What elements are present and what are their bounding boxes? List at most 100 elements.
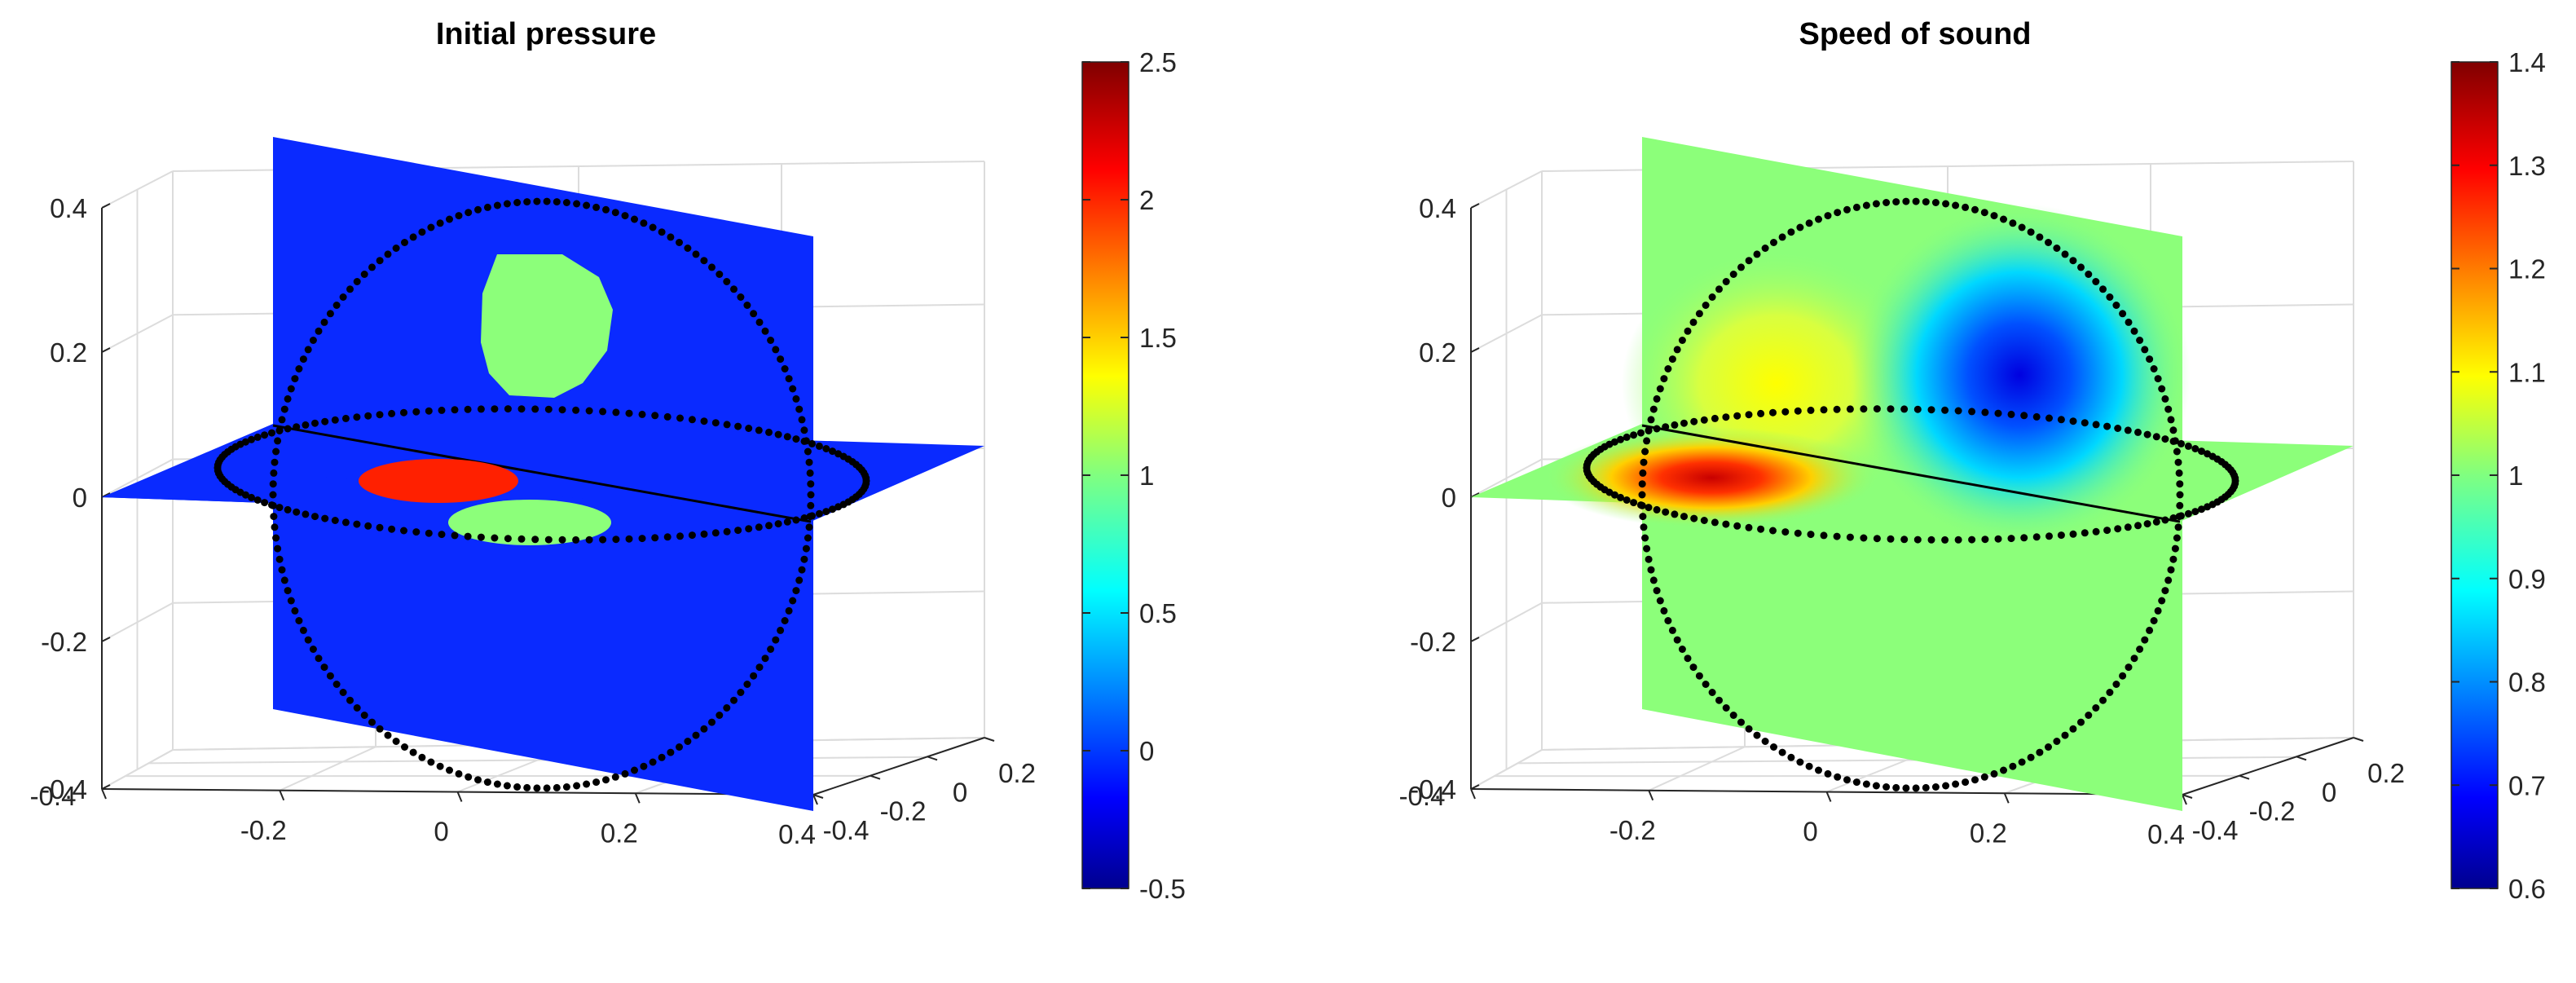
sensor-point xyxy=(745,525,753,533)
z-tick-mark xyxy=(101,492,111,498)
sensor-point xyxy=(1781,408,1790,416)
horizontal-hot-disk xyxy=(359,459,518,503)
sensor-point xyxy=(1737,718,1745,726)
sensor-point xyxy=(1843,776,1851,784)
sensor-point xyxy=(1623,496,1631,504)
sensor-point xyxy=(1931,199,1940,206)
sensor-point xyxy=(798,416,806,424)
sensor-point xyxy=(802,544,810,553)
sensor-point xyxy=(638,410,646,418)
sensor-point xyxy=(2053,245,2061,252)
sensor-point xyxy=(807,501,815,509)
z-tick-mark xyxy=(101,347,111,353)
sensor-point xyxy=(2007,535,2015,543)
sensor-point xyxy=(436,219,444,227)
sensor-point xyxy=(2092,704,2100,712)
sensor-point xyxy=(274,544,282,553)
sensor-point xyxy=(384,250,392,258)
sensor-point xyxy=(2036,748,2044,756)
sensor-point xyxy=(1623,433,1631,441)
sensor-point xyxy=(700,257,708,265)
sensor-point xyxy=(384,731,392,739)
sensor-point xyxy=(1815,215,1822,223)
z-tick-label: 0 xyxy=(1442,483,1456,513)
chart-speed-of-sound: Speed of sound -0.4-0.200.20.4-0.4-0.2 0 0… xyxy=(1399,17,2546,904)
sensor-point xyxy=(1641,534,1649,542)
sensor-point xyxy=(1834,209,1842,217)
sensor-point xyxy=(326,672,334,680)
sensor-point xyxy=(723,421,731,429)
x-tick-label: 0.4 xyxy=(778,819,816,849)
sensor-point xyxy=(2161,587,2169,595)
sensor-point xyxy=(2114,425,2122,432)
sensor-point xyxy=(2092,527,2100,536)
sensor-point xyxy=(517,535,526,543)
sensor-point xyxy=(451,406,459,414)
sensor-point xyxy=(2175,513,2183,521)
colorbar-tick-label: -0.5 xyxy=(1139,874,1186,904)
z-tick-mark xyxy=(1470,347,1480,353)
sensor-point xyxy=(2152,433,2160,441)
sensor-point xyxy=(815,442,823,450)
sensor-point xyxy=(268,429,275,437)
sensor-point xyxy=(321,417,329,425)
colorbar-tick-label: 1 xyxy=(2508,461,2523,491)
sensor-point xyxy=(311,419,319,427)
sensor-point xyxy=(1952,201,1960,209)
sensor-point xyxy=(412,408,421,416)
sensor-point xyxy=(278,416,286,424)
y-tick-label: 0.2 xyxy=(998,758,1036,788)
sensor-point xyxy=(767,337,775,344)
sensor-point xyxy=(1778,748,1786,756)
sensor-point xyxy=(2184,442,2192,450)
x-tick-label: 0.2 xyxy=(601,818,638,848)
sensor-point xyxy=(1862,780,1870,788)
colorbar-tick-label: 2 xyxy=(1139,185,1154,215)
x-tick-mark xyxy=(1648,790,1654,801)
sensor-point xyxy=(1781,528,1790,536)
sensor-point xyxy=(295,617,303,624)
sensor-point xyxy=(1846,533,1854,541)
sensor-point xyxy=(1922,198,1930,206)
sensor-point xyxy=(2169,514,2177,522)
sensor-point xyxy=(789,597,797,605)
sensor-point xyxy=(772,636,780,644)
sensor-point xyxy=(287,385,295,393)
sensor-point xyxy=(1660,606,1668,615)
sensor-point xyxy=(517,405,526,413)
sensor-point xyxy=(284,587,292,595)
chart-title: Speed of sound xyxy=(1799,17,2032,51)
sensor-point xyxy=(1922,783,1930,791)
sensor-point xyxy=(275,504,284,512)
sensor-point xyxy=(455,769,463,778)
sensor-point xyxy=(2158,597,2166,605)
sensor-point xyxy=(2164,576,2173,584)
sensor-point xyxy=(1805,219,1813,227)
sensor-point xyxy=(320,663,328,672)
sensor-point xyxy=(1778,233,1786,241)
colorbar-tick-label: 0.5 xyxy=(1139,598,1177,628)
sensor-point xyxy=(1630,431,1638,439)
sensor-point xyxy=(676,239,683,246)
sensor-point xyxy=(2099,285,2107,293)
sensor-point xyxy=(2032,412,2041,421)
sensor-point xyxy=(792,516,800,524)
colorbar-tick-label: 2.5 xyxy=(1139,47,1177,77)
sensor-point xyxy=(1794,407,1802,415)
sensor-point xyxy=(1761,245,1769,252)
sensor-point xyxy=(631,215,638,223)
sensor-point xyxy=(1954,407,1962,415)
x-tick-mark xyxy=(101,788,107,800)
colorbar-tick-label: 1.1 xyxy=(2508,357,2546,387)
sensor-point xyxy=(270,469,278,477)
sensor-point xyxy=(2061,731,2069,739)
sensor-point xyxy=(1902,197,1910,205)
sensor-point xyxy=(309,337,317,344)
sensor-point xyxy=(1722,278,1730,285)
sensor-point xyxy=(425,529,433,537)
sensor-point xyxy=(2136,337,2144,344)
x-tick-label: 0 xyxy=(434,817,448,847)
sensor-point xyxy=(1860,405,1868,413)
sensor-point xyxy=(829,447,836,456)
y-tick-mark xyxy=(927,756,938,761)
